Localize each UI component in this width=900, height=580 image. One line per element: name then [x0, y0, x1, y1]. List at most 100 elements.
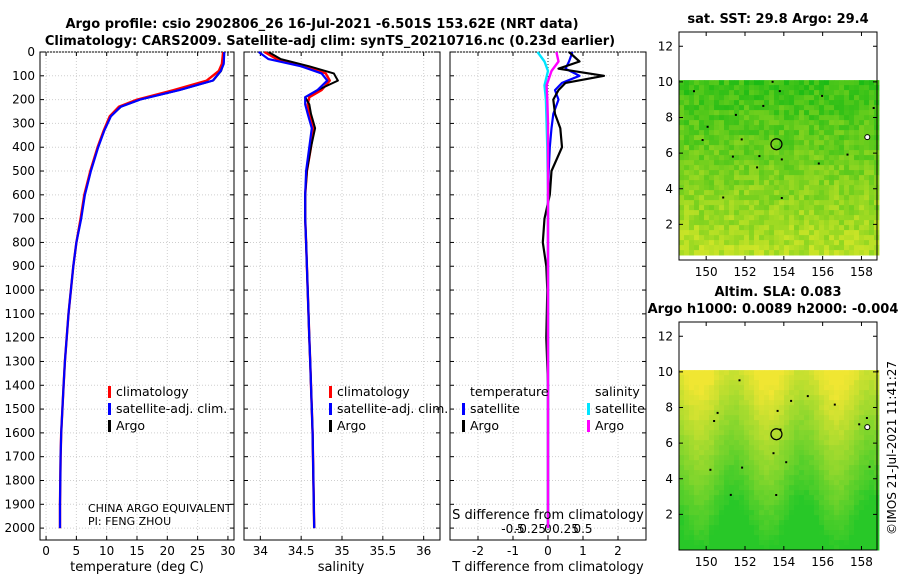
sla_map-cell — [689, 440, 695, 446]
sst_map-cell — [729, 120, 735, 126]
sla_map-cell — [744, 465, 750, 471]
sla_map-cell — [829, 415, 835, 421]
sla_map-cell — [684, 410, 690, 416]
temperature-xlabel: temperature (deg C) — [70, 560, 204, 575]
sst_map-cell — [819, 210, 825, 216]
sla_map-cell — [799, 525, 805, 531]
sla_map-cell — [784, 425, 790, 431]
sst_map-cell — [714, 125, 720, 131]
sst_map-cell — [779, 155, 785, 161]
sst_map-cell — [834, 240, 840, 246]
sla_map-cell — [684, 400, 690, 406]
sst_map-cell — [754, 160, 760, 166]
sst_map-cell — [724, 150, 730, 156]
sst_map-cell — [839, 115, 845, 121]
sla_map-cell — [704, 425, 710, 431]
sst_map-cell — [754, 235, 760, 241]
sst_map-cell — [684, 170, 690, 176]
sla_map-cell — [789, 435, 795, 441]
sst_map-cell — [854, 125, 860, 131]
sst_map-cell — [819, 235, 825, 241]
sla_map-cell — [734, 420, 740, 426]
sst_map-cell — [744, 120, 750, 126]
sla_map-cell — [764, 460, 770, 466]
sla_map-cell — [859, 390, 865, 396]
sst_map-cell — [759, 240, 765, 246]
sla_map-cell — [679, 520, 685, 526]
sst_map-cell — [849, 105, 855, 111]
sla_map-cell — [774, 510, 780, 516]
sla_map-cell — [734, 490, 740, 496]
sla_map-cell — [759, 425, 765, 431]
sla_map-cell — [859, 370, 865, 376]
sst_map-cell — [679, 105, 685, 111]
sla_map-cell — [859, 410, 865, 416]
sla_map-cell — [829, 435, 835, 441]
sst_map-cell — [704, 215, 710, 221]
sla_map-cell — [744, 525, 750, 531]
sst_map-cell — [729, 140, 735, 146]
sla_map-cell — [804, 540, 810, 546]
sla_map-cell — [844, 505, 850, 511]
sst_map-cell — [699, 200, 705, 206]
sst_map-cell — [814, 190, 820, 196]
sst_map-cell — [834, 105, 840, 111]
sla_map-speck — [775, 494, 778, 496]
sla_map-cell — [704, 455, 710, 461]
sst_map-cell — [764, 195, 770, 201]
sst_map-cell — [839, 250, 845, 256]
sla_map-cell — [784, 465, 790, 471]
depth-tick-label: 1800 — [4, 473, 35, 487]
depth-tick-label: 1300 — [4, 354, 35, 368]
sla_map-cell — [774, 460, 780, 466]
sla_map-cell — [709, 465, 715, 471]
sst_map-cell — [854, 170, 860, 176]
sla_map-cell — [854, 545, 860, 551]
sst_map-cell — [829, 115, 835, 121]
sla_map-cell — [729, 425, 735, 431]
sla_map-cell — [789, 420, 795, 426]
sla_map-frame — [678, 321, 878, 551]
sla_map-cell — [804, 415, 810, 421]
sla_map-cell — [839, 505, 845, 511]
sst_map-cell — [764, 95, 770, 101]
sst_map-cell — [759, 185, 765, 191]
sla_map-cell — [749, 515, 755, 521]
sla_map-cell — [869, 495, 875, 501]
sla_map-cell — [784, 515, 790, 521]
sst_map-cell — [784, 125, 790, 131]
sla_map-cell — [864, 490, 870, 496]
sla_map-cell — [754, 455, 760, 461]
sst_map-cell — [839, 195, 845, 201]
sst_map-cell — [729, 95, 735, 101]
sla_map-cell — [724, 545, 730, 551]
sst_map-cell — [704, 130, 710, 136]
sst_map-cell — [789, 115, 795, 121]
sst_map-cell — [809, 160, 815, 166]
sst_map-cell — [804, 180, 810, 186]
sst_map-cell — [809, 115, 815, 121]
sla_map-cell — [714, 520, 720, 526]
sst_map-cell — [734, 110, 740, 116]
sst_map-cell — [774, 205, 780, 211]
sst_map-cell — [849, 160, 855, 166]
sst_map-cell — [714, 110, 720, 116]
sst_map-cell — [824, 245, 830, 251]
sst_map-cell — [844, 110, 850, 116]
sst_map-cell — [689, 205, 695, 211]
sst_map-cell — [859, 175, 865, 181]
sst_map-cell — [824, 190, 830, 196]
sst_map-cell — [774, 190, 780, 196]
sla_map-cell — [729, 505, 735, 511]
sla_map-cell — [754, 505, 760, 511]
sst_map-cell — [784, 235, 790, 241]
sla_map-cell — [784, 530, 790, 536]
sst_map-cell — [719, 85, 725, 91]
sst_map-cell — [804, 160, 810, 166]
sst_map-cell — [844, 115, 850, 121]
sst_map-cell — [829, 170, 835, 176]
sla_map-cell — [814, 455, 820, 461]
sla_map-cell — [694, 440, 700, 446]
sla_map-cell — [739, 490, 745, 496]
sla_map-cell — [749, 520, 755, 526]
